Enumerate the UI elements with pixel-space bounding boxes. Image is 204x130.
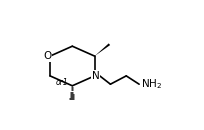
Text: or1: or1 <box>56 78 68 87</box>
Polygon shape <box>95 43 110 56</box>
Text: O: O <box>43 51 52 61</box>
Text: NH$_2$: NH$_2$ <box>141 77 162 91</box>
Text: N: N <box>92 71 100 81</box>
